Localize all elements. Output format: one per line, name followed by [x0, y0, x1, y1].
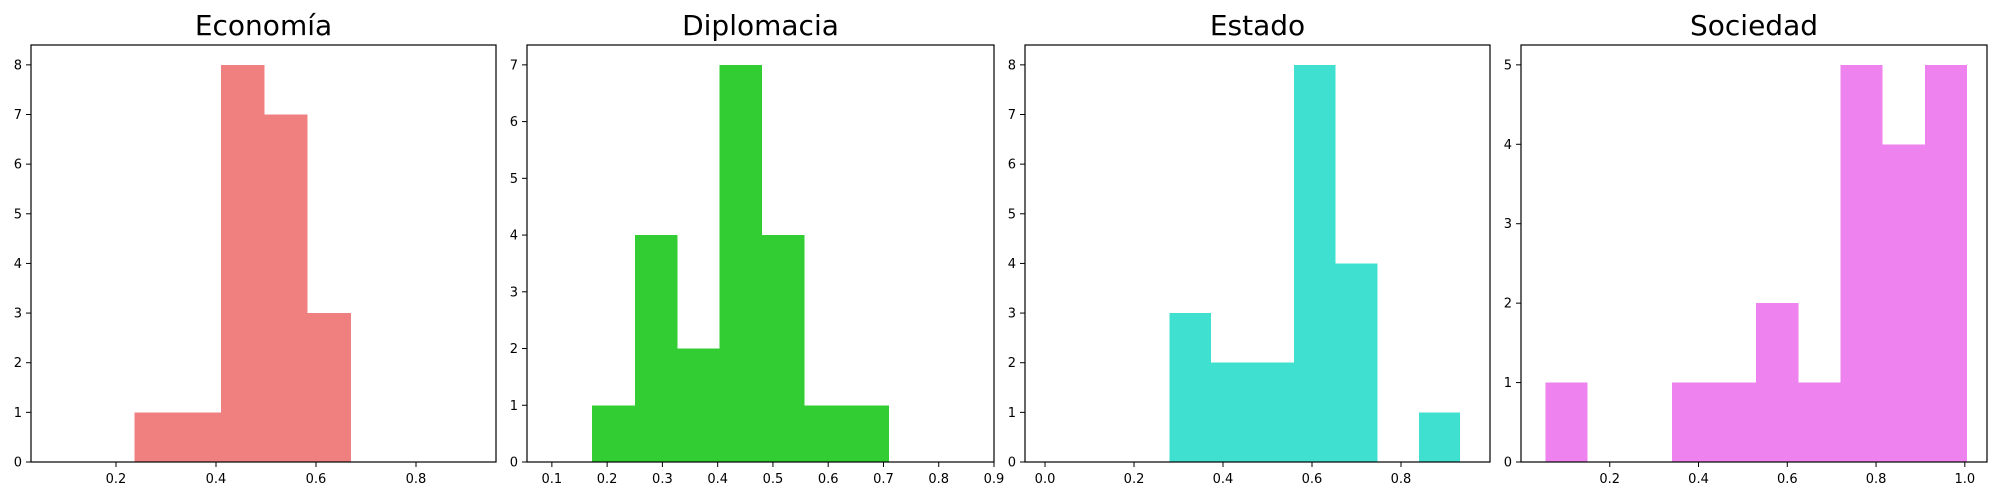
- y-tick-label: 3: [1008, 307, 1016, 322]
- y-tick-label: 2: [14, 356, 22, 371]
- histogram-bar: [1714, 382, 1757, 462]
- histogram-bar: [1335, 263, 1378, 462]
- x-tick-label: 0.8: [1391, 472, 1412, 487]
- histogram-bar: [1924, 64, 1968, 463]
- histogram-bar: [1756, 303, 1799, 462]
- histogram-panel-1: 0.2 0.4 0.6 0.8 0 1 2 3 4 5 6 7 8 Economía: [14, 9, 497, 487]
- axes-frame: [1520, 44, 1988, 463]
- histogram-bar: [1545, 382, 1588, 462]
- x-tick-label: 0.3: [652, 472, 673, 487]
- histogram-bar: [677, 348, 720, 462]
- x-tick-label: 0.2: [1599, 472, 1620, 487]
- y-tick-label: 2: [510, 342, 518, 357]
- y-tick-label: 4: [1504, 138, 1512, 153]
- histogram-bar: [719, 64, 762, 463]
- x-tick-label: 0.6: [306, 472, 327, 487]
- x-tick-label: 0.7: [873, 472, 894, 487]
- histogram-bar: [1169, 313, 1211, 462]
- histogram-bar: [1418, 412, 1461, 462]
- axes-frame: [30, 44, 497, 463]
- histogram-bar: [1671, 382, 1715, 462]
- x-tick-label: 0.2: [1124, 472, 1145, 487]
- histogram-bar: [846, 405, 889, 462]
- y-tick-label: 6: [14, 158, 22, 173]
- histogram-bar: [264, 114, 308, 462]
- histogram-bar: [761, 235, 805, 462]
- y-tick-label: 8: [1008, 58, 1016, 73]
- histogram-panel-4: 0.2 0.4 0.6 0.8 1.0 0 1 2 3 4 5 Sociedad: [1504, 9, 1988, 487]
- x-tick-label: 1.0: [1954, 472, 1975, 487]
- histogram-bar: [1252, 362, 1295, 462]
- x-tick-label: 0.9: [984, 472, 1005, 487]
- histogram-bar: [1798, 382, 1841, 462]
- x-tick-label: 0.5: [763, 472, 784, 487]
- x-tick-label: 0.4: [206, 472, 227, 487]
- x-tick-label: 0.4: [1688, 472, 1709, 487]
- histogram-bar: [1294, 64, 1336, 463]
- panel-title: Diplomacia: [682, 9, 839, 42]
- y-tick-label: 1: [510, 399, 518, 414]
- x-tick-label: 0.6: [1302, 472, 1323, 487]
- y-tick-label: 7: [1008, 108, 1016, 123]
- histogram-bar: [592, 405, 635, 462]
- y-tick-label: 1: [1504, 376, 1512, 391]
- y-tick-label: 1: [14, 406, 22, 421]
- y-tick-label: 0: [510, 456, 518, 471]
- y-tick-label: 4: [510, 229, 518, 244]
- y-tick-label: 6: [510, 115, 518, 130]
- y-tick-label: 7: [14, 108, 22, 123]
- x-tick-label: 0.2: [106, 472, 127, 487]
- x-tick-label: 0.6: [818, 472, 839, 487]
- y-tick-label: 1: [1008, 406, 1016, 421]
- x-tick-label: 0.8: [1866, 472, 1887, 487]
- histogram-bar: [634, 235, 678, 462]
- y-tick-label: 4: [14, 257, 22, 272]
- y-tick-label: 5: [14, 207, 22, 222]
- axes-frame: [526, 44, 995, 463]
- histogram-bar: [221, 64, 265, 463]
- y-tick-label: 2: [1008, 356, 1016, 371]
- histogram-panel-2: 0.1 0.2 0.3 0.4 0.5 0.6 0.7 0.8 0.9 0 1 2 3 4 5 6 7 Diplo…: [510, 9, 1005, 487]
- y-tick-label: 6: [1008, 158, 1016, 173]
- y-tick-label: 3: [510, 285, 518, 300]
- y-tick-label: 0: [14, 456, 22, 471]
- panel-title: Economía: [195, 9, 332, 42]
- x-tick-label: 0.1: [542, 472, 563, 487]
- y-tick-label: 8: [14, 58, 22, 73]
- histogram-bar: [177, 412, 221, 462]
- x-tick-label: 0.4: [707, 472, 728, 487]
- x-tick-label: 0.8: [928, 472, 949, 487]
- y-tick-label: 5: [1008, 207, 1016, 222]
- panel-title: Estado: [1210, 9, 1305, 42]
- x-tick-label: 0.6: [1777, 472, 1798, 487]
- histogram-bar: [134, 412, 178, 462]
- histogram-bar: [1840, 64, 1883, 463]
- x-tick-label: 0.8: [406, 472, 427, 487]
- x-tick-label: 0.2: [597, 472, 618, 487]
- histogram-panel-3: 0.0 0.2 0.4 0.6 0.8 0 1 2 3 4 5 6 7 8 Estado: [1008, 9, 1491, 487]
- y-tick-label: 2: [1504, 297, 1512, 312]
- histogram-bar: [1211, 362, 1253, 462]
- y-tick-label: 0: [1008, 456, 1016, 471]
- y-tick-label: 0: [1504, 456, 1512, 471]
- y-tick-label: 4: [1008, 257, 1016, 272]
- axes-frame: [1024, 44, 1491, 463]
- histogram-bar: [1882, 144, 1925, 463]
- x-tick-label: 0.4: [1213, 472, 1234, 487]
- panel-title: Sociedad: [1690, 9, 1818, 42]
- x-tick-label: 0.0: [1035, 472, 1056, 487]
- y-tick-label: 7: [510, 58, 518, 73]
- histogram-bar: [307, 313, 351, 462]
- y-tick-label: 5: [1504, 58, 1512, 73]
- histogram-bar: [804, 405, 847, 462]
- y-tick-label: 3: [1504, 217, 1512, 232]
- y-tick-label: 5: [510, 172, 518, 187]
- y-tick-label: 3: [14, 307, 22, 322]
